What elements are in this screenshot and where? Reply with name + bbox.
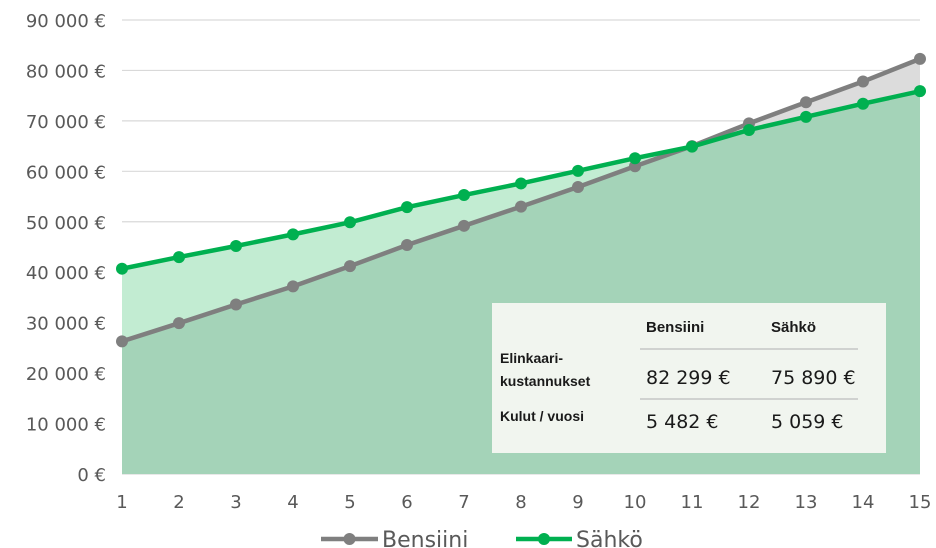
x-tick-label: 7 [458, 492, 469, 513]
x-tick-label: 5 [344, 492, 355, 513]
series-lines [116, 52, 926, 348]
table-value: 75 890 € [771, 367, 856, 389]
y-tick-label: 90 000 € [26, 11, 106, 32]
sahko-point [857, 97, 869, 110]
x-tick-label: 9 [572, 492, 583, 513]
legend-sahko-marker [538, 533, 550, 545]
sahko-point [629, 152, 641, 165]
sahko-point [686, 140, 698, 153]
bensiini-point [230, 298, 242, 311]
y-tick-label: 20 000 € [26, 364, 106, 385]
bensiini-point [173, 317, 185, 330]
y-tick-label: 80 000 € [26, 61, 106, 82]
y-tick-label: 70 000 € [26, 112, 106, 133]
legend-bensiini-label: Bensiini [382, 528, 468, 548]
y-tick-label: 50 000 € [26, 213, 106, 234]
bensiini-point [515, 200, 527, 213]
y-tick-label: 60 000 € [26, 162, 106, 183]
table-header: Sähkö [771, 319, 816, 336]
y-tick-label: 0 € [77, 465, 106, 486]
table-value: 5 059 € [771, 411, 844, 433]
bensiini-point [401, 238, 413, 251]
bensiini-point [287, 280, 299, 293]
x-tick-label: 15 [909, 492, 932, 513]
table-row-label: Elinkaari- [500, 350, 563, 366]
sahko-point [914, 85, 926, 98]
sahko-point [401, 201, 413, 214]
sahko-point [230, 239, 242, 252]
sahko-point [800, 110, 812, 123]
x-tick-label: 4 [287, 492, 298, 513]
summary-table: Bensiini Sähkö Elinkaari-kustannukset 82 29… [492, 303, 886, 453]
legend: Bensiini Sähkö [321, 528, 643, 548]
bensiini-point [857, 75, 869, 88]
x-tick-label: 14 [852, 492, 875, 513]
legend-bensiini-marker [343, 533, 356, 545]
x-tick-label: 11 [681, 492, 704, 513]
summary-box [492, 303, 886, 453]
legend-sahko-label: Sähkö [576, 528, 643, 548]
table-value: 5 482 € [646, 411, 719, 433]
sahko-point [572, 164, 584, 177]
x-axis-ticks: 1 2 3 4 5 6 7 8 9 10 11 12 13 14 15 [116, 492, 931, 513]
y-axis-ticks: 0 € 10 000 € 20 000 € 30 000 € 40 000 € 50 00… [26, 11, 106, 486]
x-tick-label: 3 [230, 492, 241, 513]
sahko-point [287, 228, 299, 241]
x-tick-label: 13 [795, 492, 818, 513]
sahko-point [458, 189, 470, 202]
x-tick-label: 8 [515, 492, 526, 513]
table-row-label: Kulut / vuosi [500, 408, 584, 424]
table-value: 82 299 € [646, 367, 731, 389]
y-tick-label: 10 000 € [26, 415, 106, 436]
x-tick-label: 10 [624, 492, 647, 513]
bensiini-point [116, 335, 128, 348]
sahko-point [743, 123, 755, 136]
table-row-label: kustannukset [500, 373, 591, 389]
x-tick-label: 6 [401, 492, 412, 513]
bensiini-point [344, 260, 356, 273]
y-tick-label: 30 000 € [26, 314, 106, 335]
sahko-point [515, 177, 527, 190]
sahko-point [344, 216, 356, 229]
table-header: Bensiini [646, 319, 704, 336]
x-tick-label: 12 [738, 492, 761, 513]
y-tick-label: 40 000 € [26, 263, 106, 284]
sahko-point [173, 251, 185, 264]
bensiini-point [572, 180, 584, 193]
x-tick-label: 1 [116, 492, 127, 513]
bensiini-point [800, 96, 812, 109]
x-tick-label: 2 [173, 492, 184, 513]
bensiini-point [458, 219, 470, 232]
sahko-point [116, 262, 128, 275]
bensiini-point [914, 52, 926, 65]
